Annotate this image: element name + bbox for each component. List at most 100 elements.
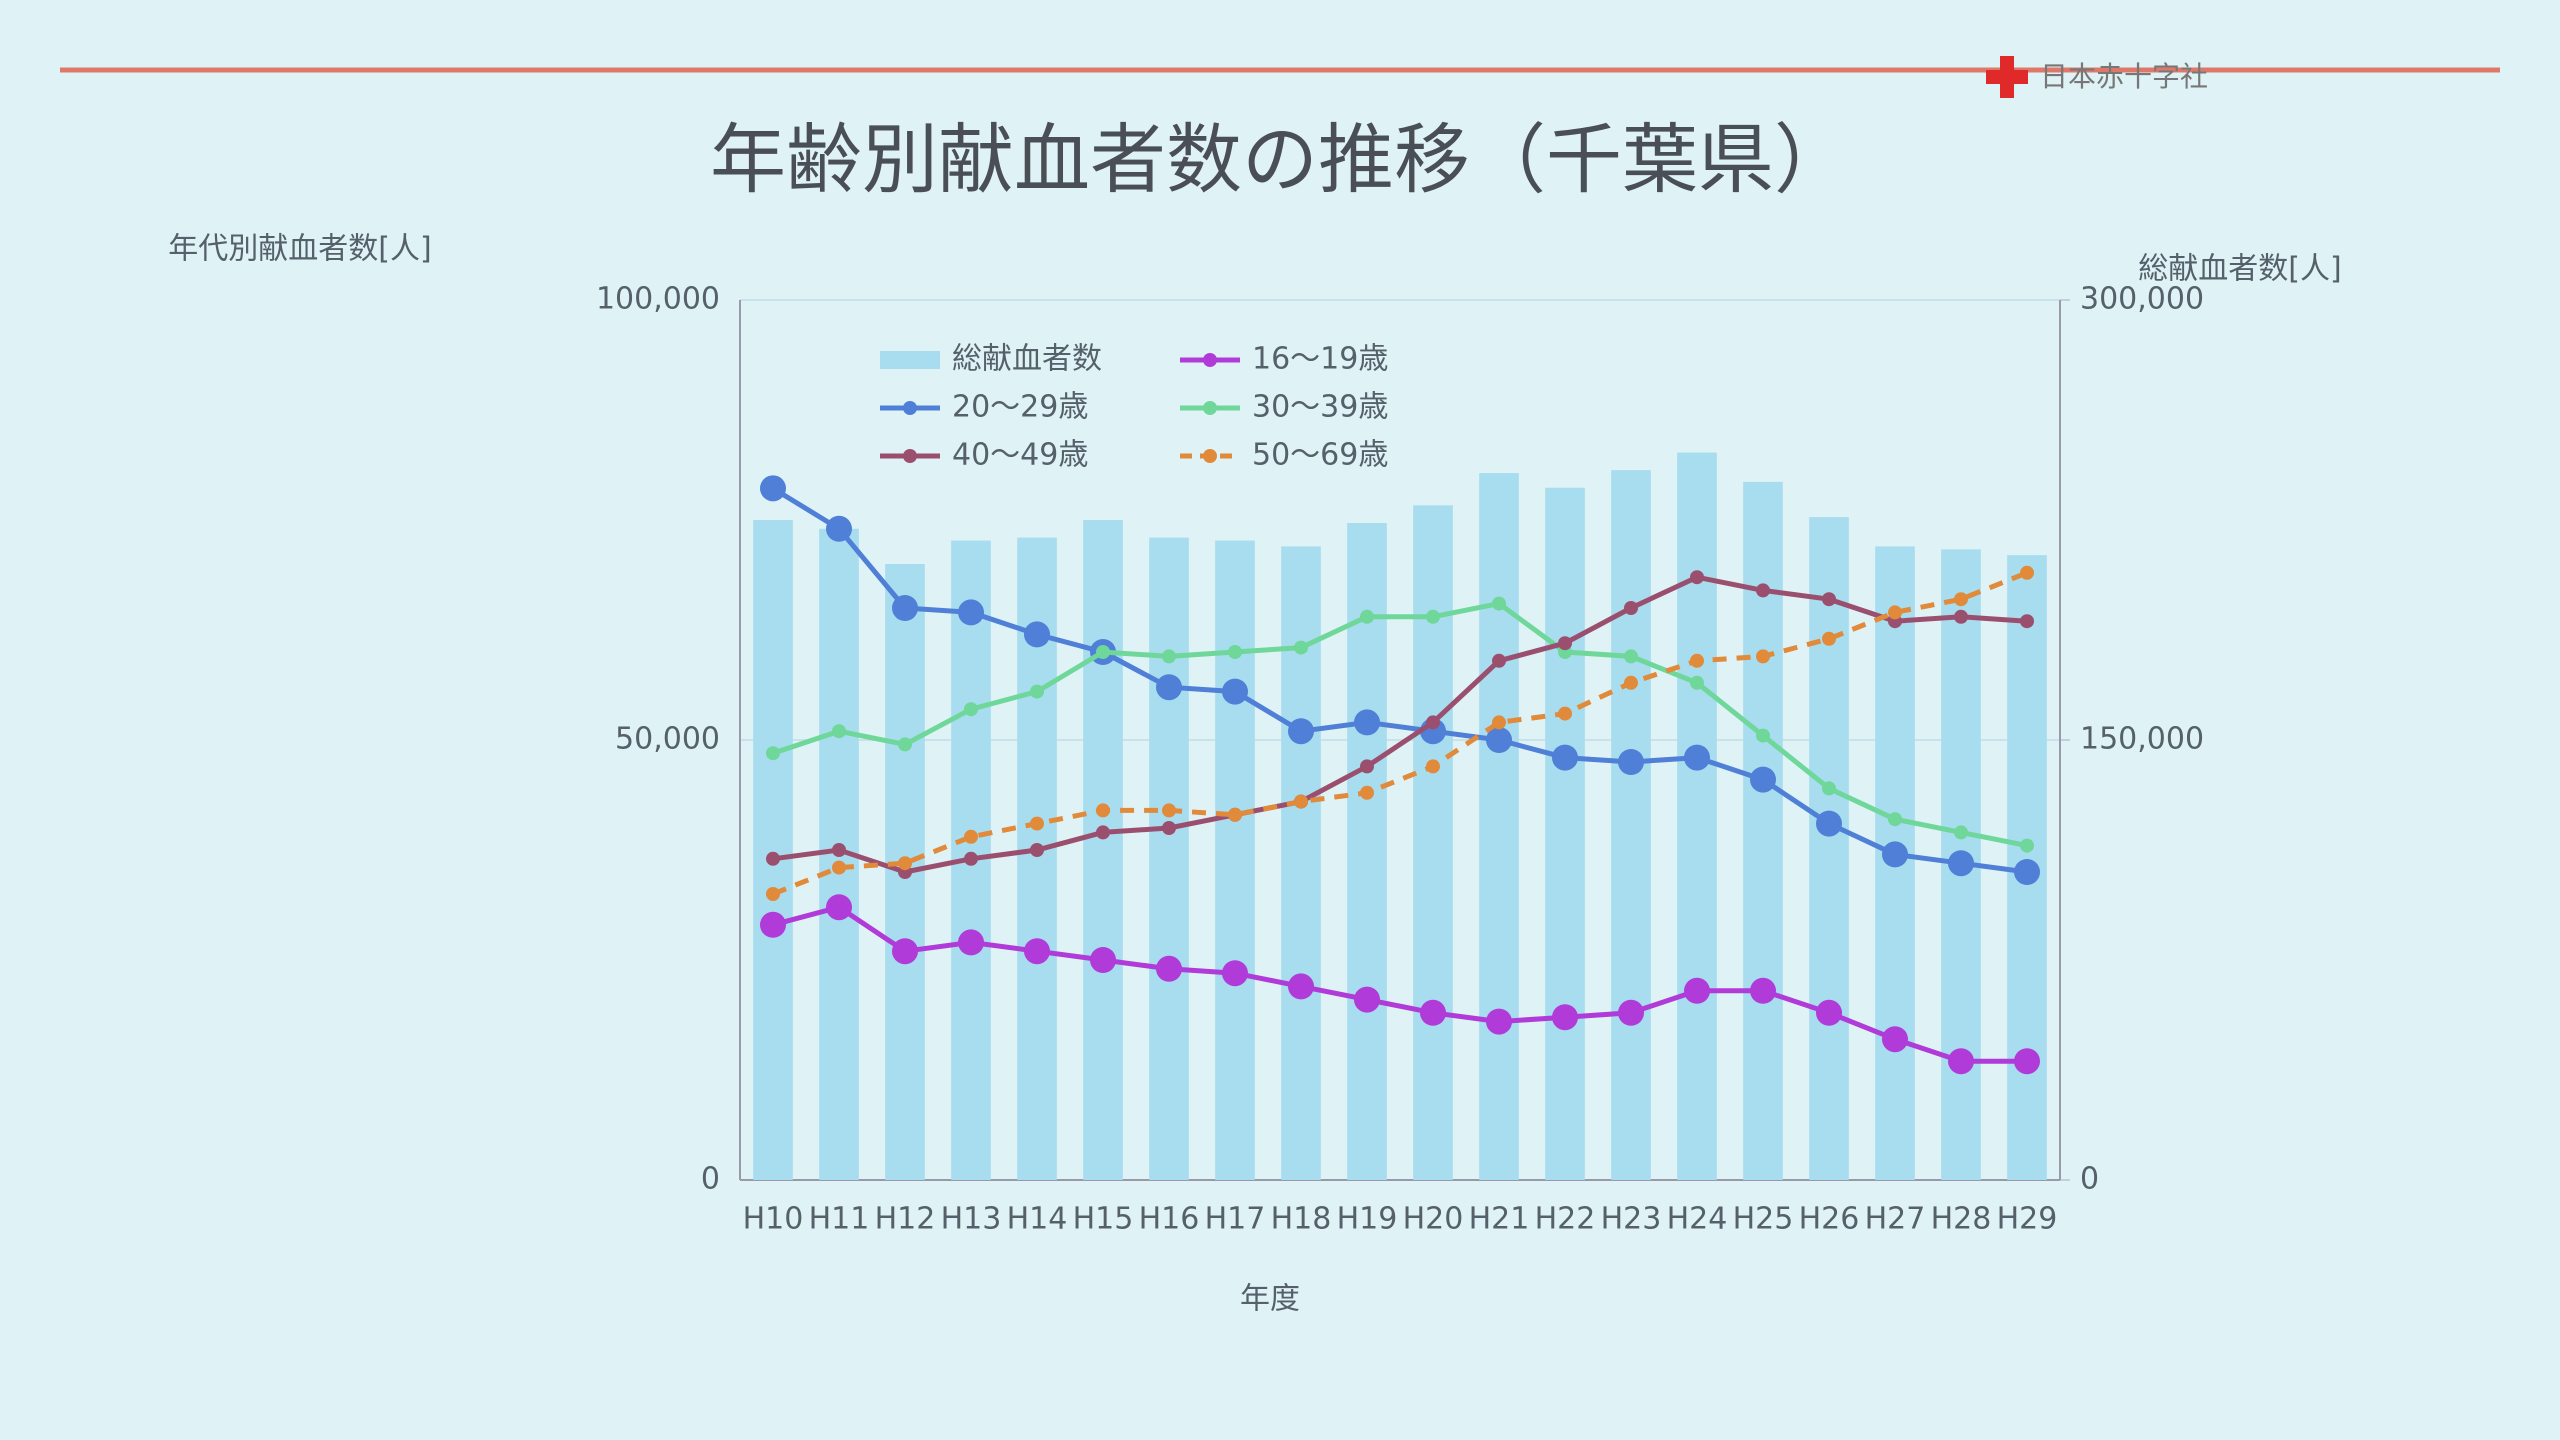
line (772, 570, 2028, 897)
marker (1690, 653, 1704, 668)
marker (826, 894, 852, 921)
marker (1492, 596, 1506, 611)
x-tick-label: H13 (941, 1202, 1002, 1237)
marker (1486, 727, 1512, 753)
marker (1684, 977, 1710, 1004)
marker (1360, 759, 1374, 774)
bar (1149, 537, 1189, 1180)
organization: 日本赤十字社 (2040, 60, 2208, 93)
bar (1347, 522, 1387, 1180)
marker (2014, 1048, 2040, 1075)
marker (1816, 999, 1842, 1026)
x-tick-label: H11 (809, 1202, 870, 1237)
marker (964, 851, 978, 866)
marker (2020, 838, 2034, 853)
marker (1030, 816, 1044, 831)
marker (1954, 609, 1968, 624)
marker (1684, 744, 1710, 771)
marker (964, 702, 978, 717)
x-tick-label: H19 (1337, 1202, 1398, 1237)
x-tick-label: H20 (1403, 1202, 1464, 1237)
legend-marker (1203, 353, 1217, 367)
marker (1882, 1026, 1908, 1053)
x-tick-label: H16 (1139, 1202, 1200, 1237)
marker (1096, 803, 1110, 818)
marker (1420, 999, 1446, 1026)
marker (1156, 955, 1182, 982)
marker (1030, 684, 1044, 699)
legend-marker (1203, 449, 1217, 463)
y-tick-label: 50,000 (615, 722, 720, 757)
x-tick-label: H25 (1733, 1202, 1794, 1237)
marker (1948, 850, 1974, 877)
marker (1360, 785, 1374, 800)
marker (1288, 718, 1314, 745)
marker (1618, 999, 1644, 1026)
marker (1360, 609, 1374, 624)
marker (1426, 609, 1440, 624)
x-tick-label: H28 (1931, 1202, 1992, 1237)
y-tick-label: 0 (701, 1162, 720, 1197)
marker (1558, 636, 1572, 651)
logo-cross-h (1986, 70, 2028, 84)
marker (1552, 744, 1578, 771)
marker (1750, 977, 1776, 1004)
x-axis-label: 年度 (1240, 1282, 1300, 1317)
marker (1288, 973, 1314, 1000)
marker (1756, 649, 1770, 664)
marker (1690, 570, 1704, 585)
marker (898, 856, 912, 871)
marker (1156, 674, 1182, 701)
marker (1354, 709, 1380, 736)
marker (1162, 821, 1176, 835)
legend-marker (903, 449, 917, 463)
legend-label: 20～29歳 (952, 390, 1088, 425)
marker (1756, 583, 1770, 598)
x-tick-label: H14 (1007, 1202, 1068, 1237)
marker (1816, 810, 1842, 837)
x-tick-label: H12 (875, 1202, 936, 1237)
marker (766, 887, 780, 901)
bar (1809, 517, 1849, 1180)
legend-marker (1203, 401, 1217, 415)
legend-marker (903, 401, 917, 415)
bar (753, 520, 793, 1180)
marker (826, 515, 852, 542)
marker (1822, 781, 1836, 796)
legend-label: 30～39歳 (1252, 390, 1388, 425)
marker (1222, 678, 1248, 705)
marker (1030, 843, 1044, 857)
x-tick-label: H24 (1667, 1202, 1728, 1237)
marker (1090, 947, 1116, 973)
x-tick-label: H26 (1799, 1202, 1860, 1237)
x-tick-label: H10 (743, 1202, 804, 1237)
marker (892, 595, 918, 621)
bar (1545, 487, 1585, 1180)
marker (1888, 605, 1902, 620)
x-tick-label: H17 (1205, 1202, 1266, 1237)
marker (1294, 794, 1308, 809)
marker (832, 860, 846, 875)
marker (1558, 706, 1572, 721)
marker (1294, 640, 1308, 655)
x-tick-label: H22 (1535, 1202, 1596, 1237)
bar (1413, 505, 1453, 1180)
marker (958, 929, 984, 956)
marker (2020, 565, 2034, 580)
x-tick-label: H23 (1601, 1202, 1662, 1237)
marker (1948, 1048, 1974, 1075)
marker (1624, 649, 1638, 664)
marker (1486, 1008, 1512, 1035)
y-tick-label: 100,000 (596, 282, 720, 317)
marker (1552, 1004, 1578, 1031)
marker (1756, 728, 1770, 743)
marker (1492, 715, 1506, 730)
marker (1492, 653, 1506, 668)
marker (1228, 807, 1242, 822)
legend-swatch (880, 351, 940, 369)
marker (1690, 675, 1704, 690)
marker (2020, 614, 2034, 629)
marker (1222, 960, 1248, 987)
bar (1611, 470, 1651, 1181)
